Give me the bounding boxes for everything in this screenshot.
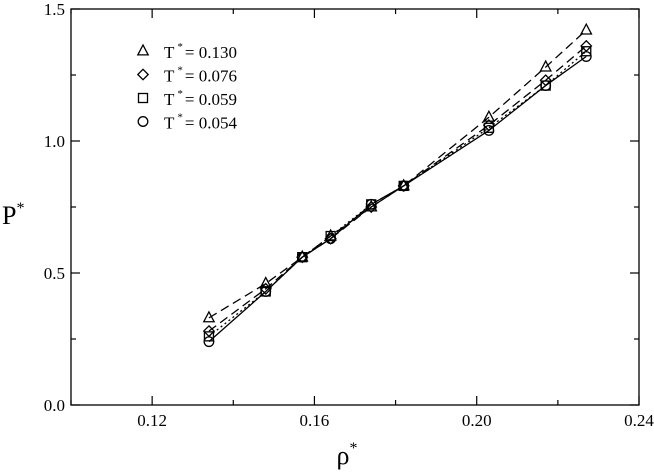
data-point	[260, 286, 272, 297]
legend-entry: T * = 0.076	[136, 65, 237, 86]
data-point	[365, 200, 378, 214]
legend-marker-icon	[136, 43, 150, 56]
legend-entry: T * = 0.130	[136, 41, 237, 62]
series-line	[208, 55, 587, 343]
legend-label: T * = 0.076	[164, 65, 237, 86]
legend-marker-icon	[137, 92, 149, 104]
legend-entry: T * = 0.059	[137, 88, 237, 109]
data-point	[203, 336, 215, 348]
x-tick-label: 0.20	[462, 411, 492, 430]
series-diamond	[202, 39, 593, 338]
plot-frame	[70, 8, 640, 406]
x-tick-label: 0.12	[137, 411, 167, 430]
data-point	[581, 46, 592, 57]
data-point	[579, 22, 593, 35]
y-axis-label: P*	[2, 200, 24, 230]
y-tick-label: 0.5	[44, 264, 65, 283]
series-circle	[203, 51, 592, 348]
legend-entry: T * = 0.054	[137, 112, 237, 133]
data-point	[325, 233, 337, 245]
legend-label: T * = 0.054	[164, 112, 237, 133]
legend-label: T * = 0.130	[164, 41, 237, 62]
data-point	[580, 51, 592, 62]
y-tick-label: 0.0	[44, 396, 65, 415]
x-tick-label: 0.16	[300, 411, 330, 430]
y-tick-label: 1.5	[44, 0, 65, 19]
legend-marker-icon	[136, 68, 150, 81]
series-line	[208, 29, 587, 319]
series-square	[203, 46, 592, 342]
x-axis-label: ρ*	[337, 440, 358, 470]
data-point	[539, 59, 552, 72]
data-point	[202, 324, 216, 338]
data-point	[482, 109, 496, 122]
y-tick-label: 1.0	[44, 132, 65, 151]
data-point	[483, 124, 495, 136]
series-triangle	[202, 22, 593, 323]
legend-marker-icon	[137, 116, 149, 127]
data-point	[202, 310, 216, 323]
data-point	[365, 198, 377, 210]
data-point	[296, 251, 308, 263]
data-point	[540, 80, 552, 92]
x-tick-label: 0.24	[624, 411, 654, 430]
data-point	[398, 180, 410, 192]
data-series	[202, 22, 593, 348]
series-line	[208, 45, 587, 332]
legend-label: T * = 0.059	[164, 88, 237, 109]
